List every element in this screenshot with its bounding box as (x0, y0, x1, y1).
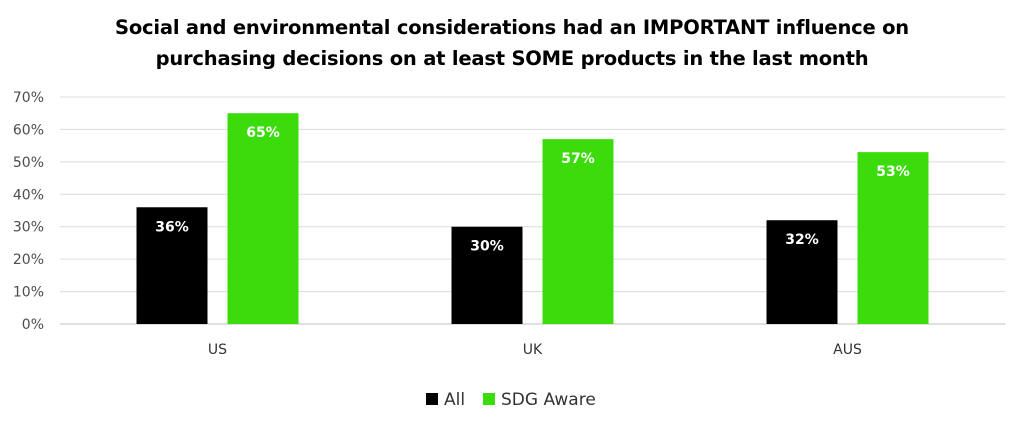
y-tick-label: 10% (13, 285, 44, 301)
y-tick-label: 30% (13, 220, 44, 236)
gridlines (60, 96, 1005, 325)
bar-all-aus (766, 220, 838, 324)
y-tick-label: 50% (13, 155, 44, 171)
bar-all-uk (451, 226, 523, 324)
data-label: 36% (155, 219, 189, 235)
legend-label: All (444, 390, 465, 410)
x-category-label: US (208, 342, 227, 358)
legend-label: SDG Aware (501, 390, 596, 410)
y-tick-label: 40% (13, 187, 44, 203)
y-tick-label: 70% (13, 90, 44, 106)
bar-all-us (136, 207, 208, 324)
data-label: 65% (246, 125, 280, 141)
data-label: 53% (876, 164, 910, 180)
x-category-label: AUS (833, 342, 862, 358)
bars (136, 113, 929, 324)
chart-title-line-1: Social and environmental considerations … (114, 16, 909, 39)
x-category-label: UK (523, 342, 543, 358)
legend-swatch-all (426, 393, 438, 405)
data-label: 32% (785, 232, 819, 248)
y-tick-label: 0% (22, 317, 44, 333)
legend-swatch-sdg-aware (483, 393, 495, 405)
y-tick-label: 60% (13, 122, 44, 138)
chart-title: Social and environmental considerations … (0, 12, 1024, 74)
bar-sdg-aware-us (227, 113, 299, 324)
data-label: 30% (470, 239, 504, 255)
legend: All SDG Aware (426, 390, 596, 410)
data-labels: 36% 65% 30% 57% 32% 53% (155, 125, 910, 255)
data-label: 57% (561, 151, 595, 167)
chart-title-line-2: purchasing decisions on at least SOME pr… (155, 47, 869, 70)
x-axis-category-labels: US UK AUS (208, 342, 862, 358)
bar-sdg-aware-aus (857, 152, 929, 324)
y-tick-label: 20% (13, 252, 44, 268)
y-axis-tick-labels: 0% 10% 20% 30% 40% 50% 60% 70% (13, 90, 44, 333)
bar-sdg-aware-uk (542, 139, 614, 324)
